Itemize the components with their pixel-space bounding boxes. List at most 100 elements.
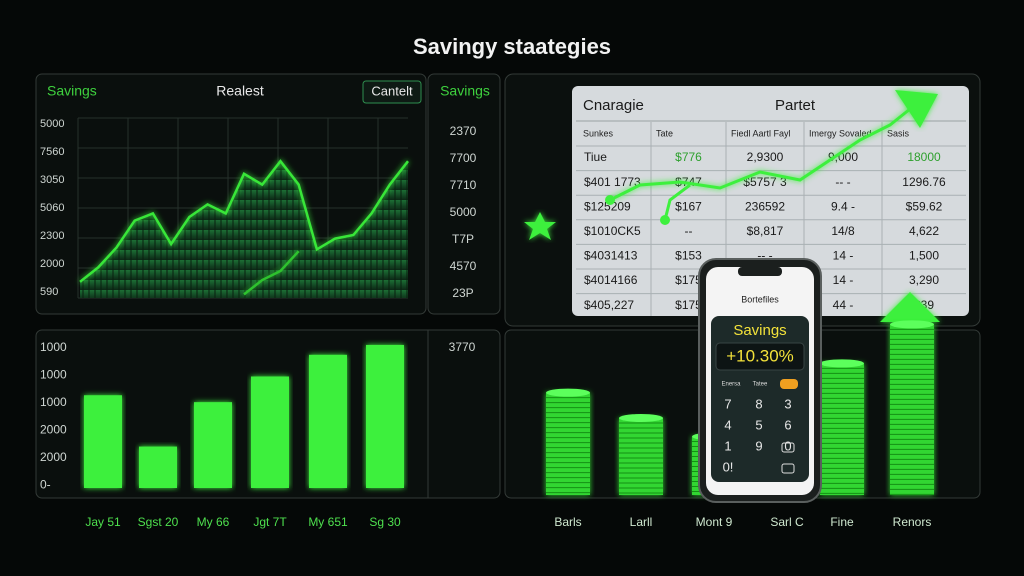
side-label: 7710 [450, 178, 477, 192]
x-label: Sg 30 [369, 515, 401, 529]
side-panel [427, 73, 501, 315]
y-label: 0- [40, 478, 51, 492]
y-label: 2300 [40, 230, 64, 242]
phone: Bortefiles Savings +10.30% Enersa Tatee … [698, 258, 822, 503]
table [572, 86, 969, 316]
y-label: 3050 [40, 174, 64, 186]
x-label: Mont 9 [696, 515, 733, 529]
x-label: My 66 [197, 515, 230, 529]
y-label: 5060 [40, 202, 64, 214]
column-header: Sunkes [583, 128, 614, 138]
cell: $153 [675, 249, 702, 263]
cell: $167 [675, 199, 702, 213]
cell: 44 - [833, 298, 854, 312]
x-label: Barls [554, 515, 581, 529]
bar [366, 344, 404, 488]
key[interactable]: 5 [755, 417, 762, 432]
cell: Tiue [584, 150, 607, 164]
cell: $175 [675, 273, 702, 287]
key-icon[interactable] [781, 442, 795, 453]
button-label[interactable]: Cantelt [371, 83, 413, 98]
y-label: 7560 [40, 146, 64, 158]
cell: 9.4 - [831, 199, 855, 213]
cell: 14 - [833, 273, 854, 287]
key[interactable]: 9 [755, 438, 762, 453]
dot [605, 195, 615, 205]
cell: $4014166 [584, 273, 638, 287]
star [524, 212, 556, 240]
line [243, 250, 300, 296]
phone-label: Savings [733, 322, 786, 339]
cell: $125209 [584, 199, 631, 213]
area [80, 161, 408, 298]
cell: $175 [675, 298, 702, 312]
column-header: Tate [656, 128, 673, 138]
cell: -- - [835, 175, 850, 189]
phone-value: +10.30% [726, 346, 794, 365]
key[interactable]: 7 [724, 396, 731, 411]
key[interactable]: 0! [723, 459, 734, 474]
cell: $405,227 [584, 298, 634, 312]
side-title: Savings [440, 83, 490, 99]
cell: 14 - [833, 249, 854, 263]
x-label: Sarl C [770, 515, 804, 529]
coin-top [546, 388, 590, 397]
key[interactable]: 4 [724, 417, 731, 432]
key[interactable]: 1 [724, 438, 731, 453]
side-label: 2370 [450, 124, 477, 138]
y-label: 1000 [40, 368, 67, 382]
cell: 1296.76 [902, 175, 946, 189]
cell: $4031413 [584, 249, 638, 263]
column-header: Fiedl Aartl Fayl [731, 128, 791, 138]
phone-button[interactable]: Enersa [721, 382, 741, 388]
bar [194, 402, 232, 488]
table-header: Partet [775, 97, 816, 114]
dot [660, 215, 670, 225]
title: Savingy staategies [413, 34, 611, 59]
cell: 2,9300 [747, 150, 784, 164]
tab[interactable]: Savings [47, 83, 97, 99]
key[interactable]: 6 [784, 417, 791, 432]
line [79, 159, 409, 283]
cell: 4,622 [909, 224, 939, 238]
cell: $5757 3 [743, 175, 787, 189]
key[interactable]: 8 [755, 396, 762, 411]
y-label: 1000 [40, 395, 67, 409]
up-arrow [880, 292, 940, 345]
x-label: Sgst 20 [138, 515, 179, 529]
x-label: Jgt 7T [253, 515, 287, 529]
phone-button[interactable]: Tatee [753, 382, 768, 388]
bar [139, 446, 177, 488]
coin-top [890, 320, 934, 329]
y-label: 590 [40, 286, 58, 298]
coin-stack [619, 417, 663, 495]
side-label: 23P [452, 286, 473, 300]
cell: 9,000 [828, 150, 858, 164]
column-header: Sasis [887, 128, 910, 138]
side-label: 3770 [449, 340, 476, 354]
key[interactable]: 3 [784, 396, 791, 411]
cell: 18000 [907, 150, 941, 164]
side-label: T7P [452, 232, 474, 246]
cell: 1,500 [909, 249, 939, 263]
button[interactable] [362, 80, 422, 104]
x-label: My 651 [308, 515, 348, 529]
cell: $1010CK5 [584, 224, 641, 238]
column-header: Imergy Sovaled [809, 128, 872, 138]
tab[interactable]: Realest [216, 83, 264, 99]
bar [84, 395, 122, 488]
side-label: 5000 [450, 205, 477, 219]
phone-toggle[interactable] [780, 379, 798, 389]
key[interactable]: 0 [784, 438, 791, 453]
coin-top [619, 413, 663, 422]
x-label: Jay 51 [85, 515, 121, 529]
cell: -- [685, 224, 693, 238]
coin-top [820, 359, 864, 368]
cell: $776 [675, 150, 702, 164]
cell: 236592 [745, 199, 785, 213]
y-label: 5000 [40, 118, 64, 130]
key-icon[interactable] [781, 463, 795, 474]
x-label: Renors [893, 515, 932, 529]
